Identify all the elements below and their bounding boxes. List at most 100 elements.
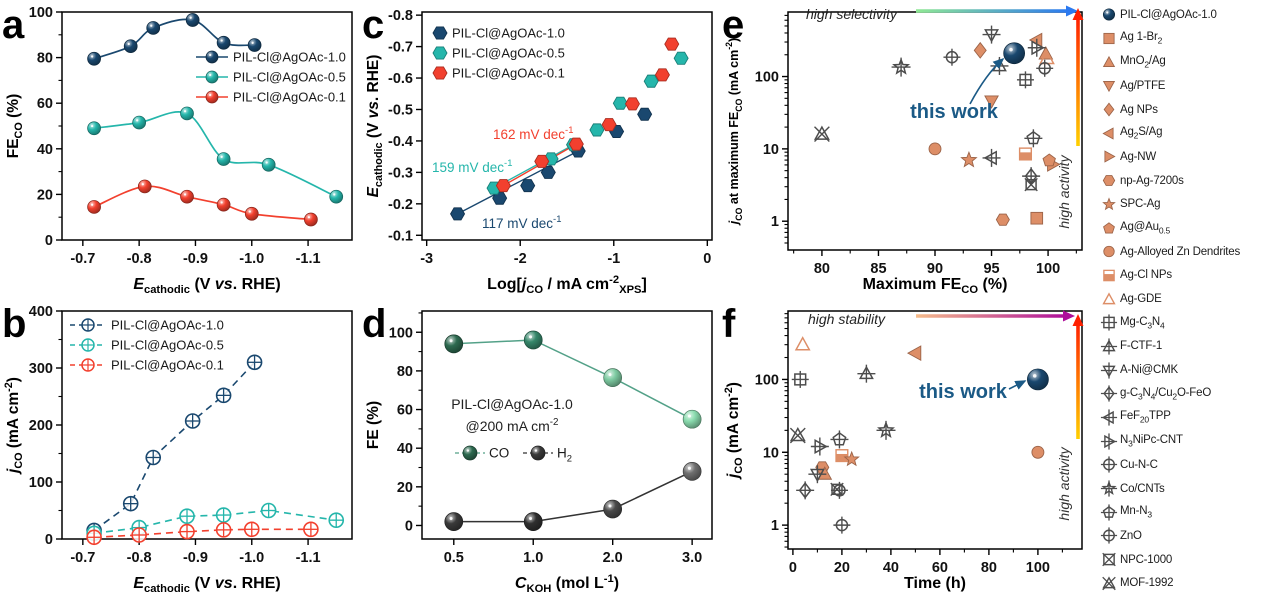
triangle-left-plus-marker-icon [1100,409,1118,426]
legend-item-label: MnO2/Ag [1120,55,1166,70]
svg-text:-0.7: -0.7 [388,40,413,56]
hexagon-marker-icon [1102,175,1116,187]
svg-text:159 mV dec-1: 159 mV dec-1 [432,158,512,175]
svg-text:-1.1: -1.1 [296,550,321,566]
legend-item: Ag-GDE [1095,287,1269,311]
svg-text:H2: H2 [557,446,572,465]
svg-text:jCO at maximum FECO (mA cm-2): jCO at maximum FECO (mA cm-2) [724,38,744,226]
svg-text:-1: -1 [607,251,620,267]
svg-text:60: 60 [37,96,53,112]
svg-text:95: 95 [983,261,999,277]
legend-item: NPC-1000 [1095,548,1269,572]
svg-text:-0.3: -0.3 [388,165,413,181]
svg-text:-0.8: -0.8 [127,251,152,267]
panel-b-jco-vs-potential-chart: -0.7 -0.8 -0.9 -1.0 -1.1 0 100 200 300 400 Ecathod… [0,299,360,598]
legend-item-label: SPC-Ag [1120,198,1161,211]
legend-item-label: MOF-1992 [1120,577,1174,590]
legend-item-label: Ag-Cl NPs [1120,269,1172,282]
svg-text:FECO (%): FECO (%) [5,94,25,159]
legend-item-label: Ag-Alloyed Zn Dendrites [1120,245,1241,258]
svg-text:100: 100 [1026,560,1050,576]
legend-item: A-Ni@CMK [1095,358,1269,382]
svg-text:1: 1 [771,214,779,230]
svg-text:-1.0: -1.0 [239,251,264,267]
svg-text:400: 400 [29,304,53,320]
svg-text:90: 90 [927,261,943,277]
svg-text:-1.1: -1.1 [296,251,321,267]
svg-text:-0.1: -0.1 [388,228,413,244]
svg-text:20: 20 [397,480,413,496]
triangle-right-marker-icon [1104,150,1116,164]
square-marker-icon [1103,32,1115,45]
legend-item: Mg-C3N4 [1095,311,1269,335]
svg-text:-0.8: -0.8 [127,550,152,566]
legend-item: Ag 1-Br2 [1095,27,1269,51]
svg-text:1: 1 [771,518,779,534]
svg-text:100: 100 [389,325,413,341]
panel-f-activity-vs-stability-benchmark-chart: 0 20 40 60 80 100 1 10 100 Time (h) jCO (mA cm-2) f… [720,299,1095,598]
svg-text:f: f [722,302,736,346]
svg-text:Ecathodic (V vs. RHE): Ecathodic (V vs. RHE) [365,55,385,198]
svg-text:40: 40 [397,441,413,457]
svg-text:high activity: high activity [1056,446,1072,520]
panel-c-tafel-plot-chart: -3 -2 -1 0 -0.1 -0.2 -0.3 -0.4 -0.5 -0.6 -0.7 -0.8 L… [360,0,720,299]
svg-text:PIL-Cl@AgOAc-1.0: PIL-Cl@AgOAc-1.0 [233,50,346,65]
legend-item: F-CTF-1 [1095,335,1269,359]
legend-item: PIL-Cl@AgOAc-1.0 [1095,3,1269,27]
legend-item-label: Co/CNTs [1120,482,1165,495]
svg-text:PIL-Cl@AgOAc-0.1: PIL-Cl@AgOAc-0.1 [233,90,346,105]
svg-text:0.5: 0.5 [444,550,464,566]
legend-item-label: g-C3N4/Cu2O-FeO [1120,386,1212,401]
svg-text:40: 40 [883,560,899,576]
svg-text:40: 40 [37,142,53,158]
triangle-right-plus-marker-icon [1100,433,1118,450]
legend-item-label: PIL-Cl@AgOAc-1.0 [1120,8,1217,21]
legend-item-label: Ag NPs [1120,103,1158,116]
svg-text:CO: CO [489,446,509,461]
svg-text:Maximum FECO (%): Maximum FECO (%) [863,276,1008,296]
legend-item: ZnO [1095,524,1269,548]
triangle-open-marker-icon [1102,291,1116,304]
panel-a-feco-vs-potential-chart: -0.7 -0.8 -0.9 -1.0 -1.1 0 20 40 60 80 100 Ecathodi… [0,0,360,299]
legend-item: Ag/PTFE [1095,74,1269,98]
svg-text:-2: -2 [514,251,527,267]
square-x-marker-icon [1102,552,1116,567]
svg-text:PIL-Cl@AgOAc-1.0: PIL-Cl@AgOAc-1.0 [111,318,224,333]
svg-text:e: e [722,3,744,47]
svg-text:high stability: high stability [808,311,886,327]
legend-item-label: Ag/PTFE [1120,79,1166,92]
svg-text:-0.7: -0.7 [70,550,95,566]
legend-item-label: F-CTF-1 [1120,340,1163,353]
svg-text:100: 100 [1036,261,1060,277]
legend-item: SPC-Ag [1095,193,1269,217]
legend-item-label: A-Ni@CMK [1120,364,1178,377]
svg-text:20: 20 [834,560,850,576]
svg-text:this work: this work [910,101,999,123]
star-marker-icon [1102,197,1116,211]
diamond-plus-marker-icon [1100,385,1118,402]
triangle-up-marker-icon [1102,55,1116,67]
legend-item-label: Cu-N-C [1120,458,1158,471]
svg-text:high activity: high activity [1056,154,1072,228]
svg-text:0: 0 [45,532,53,548]
svg-text:jCO (mA cm-2): jCO (mA cm-2) [723,382,745,480]
svg-text:PIL-Cl@AgOAc-0.5: PIL-Cl@AgOAc-0.5 [452,46,565,61]
svg-text:100: 100 [29,475,53,491]
svg-text:100: 100 [29,5,53,21]
svg-text:PIL-Cl@AgOAc-0.1: PIL-Cl@AgOAc-0.1 [452,66,565,81]
triangle-down-plus-marker-icon [1100,362,1118,379]
circle-plus-marker-icon [1100,527,1118,545]
triangle-plus-marker-icon [1100,338,1118,355]
legend-item-label: NPC-1000 [1120,553,1173,566]
svg-text:-0.4: -0.4 [388,134,413,150]
svg-text:Ecathodic (V vs. RHE): Ecathodic (V vs. RHE) [133,575,280,595]
pentagon-marker-icon [1103,221,1115,234]
circle-marker-icon [1103,246,1115,258]
legend-item: Ag2S/Ag [1095,121,1269,145]
square-plus-marker-icon [1100,314,1118,331]
half-square-marker-icon [1103,269,1115,282]
legend-item: np-Ag-7200s [1095,169,1269,193]
svg-text:80: 80 [814,261,830,277]
svg-text:PIL-Cl@AgOAc-1.0: PIL-Cl@AgOAc-1.0 [451,396,573,412]
